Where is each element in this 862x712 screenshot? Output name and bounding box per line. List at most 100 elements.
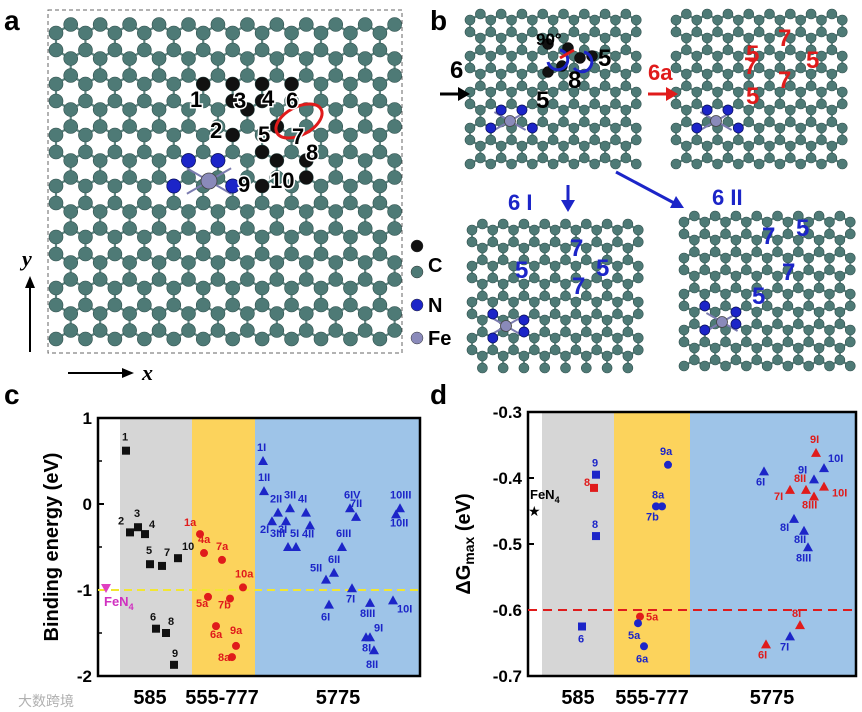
carbon-atom xyxy=(632,236,644,248)
nitrogen-atom xyxy=(699,300,711,312)
carbon-atom xyxy=(803,216,815,228)
carbon-atom xyxy=(387,221,402,236)
carbon-atom xyxy=(622,350,634,362)
carbon-atom xyxy=(805,32,817,44)
structure-4 xyxy=(678,210,856,372)
carbon-atom xyxy=(48,246,64,262)
carbon-atom xyxy=(785,116,796,128)
carbon-atom xyxy=(343,25,358,41)
carbon-atom xyxy=(741,228,752,240)
carbon-atom xyxy=(622,242,634,254)
carbon-atom xyxy=(225,195,240,211)
carbon-atom xyxy=(485,98,497,110)
carbon-atom xyxy=(466,296,478,308)
carbon-atom xyxy=(579,32,590,44)
carbon-atom xyxy=(793,282,804,294)
carbon-atom xyxy=(487,260,499,272)
carbon-atom xyxy=(589,158,601,170)
carbon-atom xyxy=(709,342,721,354)
point-label-c-4a: 4a xyxy=(198,534,211,546)
nitrogen-atom xyxy=(487,332,499,344)
carbon-atom xyxy=(826,80,838,92)
carbon-atom xyxy=(549,224,561,236)
carbon-atom xyxy=(284,280,299,296)
point-d-10I xyxy=(819,463,829,473)
carbon-atom xyxy=(782,336,794,348)
carbon-atom xyxy=(527,26,538,38)
point-label-d-10I: 10I xyxy=(832,488,847,500)
carbon-atom xyxy=(681,116,692,128)
carbon-atom xyxy=(518,362,530,374)
carbon-atom xyxy=(730,210,742,222)
carbon-atom xyxy=(254,246,270,262)
carbon-atom-labeled xyxy=(225,128,240,142)
carbon-atom xyxy=(844,228,856,240)
carbon-atom xyxy=(485,134,497,146)
point-label-c-6I: 6I xyxy=(321,612,330,624)
carbon-atom xyxy=(579,80,590,92)
point-d-8I xyxy=(795,620,805,630)
carbon-atom xyxy=(195,331,211,347)
carbon-atom xyxy=(284,297,299,313)
carbon-atom xyxy=(240,272,255,287)
carbon-atom xyxy=(495,8,507,20)
carbon-atom xyxy=(678,300,690,312)
carbon-atom xyxy=(670,26,682,38)
carbon-atom xyxy=(589,26,601,38)
point-c-2 xyxy=(126,528,134,537)
carbon-atom xyxy=(254,127,270,143)
carbon-atom xyxy=(709,354,721,366)
carbon-atom xyxy=(741,252,752,264)
point-d-5a xyxy=(636,612,644,621)
ring-6a-7-b: 7 xyxy=(744,53,757,80)
carbon-atom xyxy=(622,326,634,338)
point-label-c-7I: 7I xyxy=(346,593,355,605)
carbon-atom xyxy=(549,236,561,248)
carbon-atom xyxy=(137,93,152,109)
carbon-atom xyxy=(195,127,211,143)
point-label-c-2I: 2I xyxy=(260,524,269,536)
carbon-atom xyxy=(298,204,314,219)
ring-6I-7-bottom: 7 xyxy=(572,273,585,300)
carbon-atom xyxy=(558,80,569,92)
carbon-atom xyxy=(387,255,402,270)
carbon-atom xyxy=(240,255,255,270)
carbon-atom xyxy=(240,204,255,219)
carbon-atom xyxy=(508,224,519,236)
carbon-atom-labeled xyxy=(299,170,314,185)
carbon-atom xyxy=(795,158,807,170)
carbon-atom xyxy=(751,342,763,354)
carbon-atom xyxy=(122,221,137,236)
carbon-atom-rotated xyxy=(542,66,554,78)
carbon-atom xyxy=(599,80,611,92)
point-d-6I xyxy=(761,639,771,649)
nitrogen-atom xyxy=(518,326,530,338)
carbon-atom xyxy=(537,8,549,20)
point-c-1I xyxy=(258,456,268,465)
carbon-atom xyxy=(464,62,476,74)
carbon-atom xyxy=(782,216,794,228)
label-6I: 6 I xyxy=(508,190,532,215)
carbon-atom xyxy=(772,306,783,318)
carbon-atom xyxy=(313,280,329,296)
atom-number-9: 9 xyxy=(238,172,250,197)
carbon-atom xyxy=(743,8,755,20)
carbon-atom xyxy=(48,229,64,245)
carbon-atom xyxy=(466,344,478,356)
carbon-atom xyxy=(813,306,825,318)
carbon-atom xyxy=(506,26,517,38)
carbon-atom xyxy=(78,280,93,296)
carbon-atom xyxy=(568,26,580,38)
carbon-atom xyxy=(785,152,796,164)
carbon-atom xyxy=(558,116,569,128)
carbon-atom xyxy=(753,158,765,170)
carbon-atom xyxy=(774,122,786,134)
point-label-d-7I: 7I xyxy=(774,491,783,503)
carbon-atom xyxy=(699,288,711,300)
carbon-atom xyxy=(733,134,744,146)
carbon-atom xyxy=(743,32,755,44)
carbon-atom xyxy=(269,272,285,287)
point-c-7 xyxy=(158,561,166,570)
ring-6I-5-right: 5 xyxy=(596,255,609,282)
point-c-3I xyxy=(281,516,291,526)
